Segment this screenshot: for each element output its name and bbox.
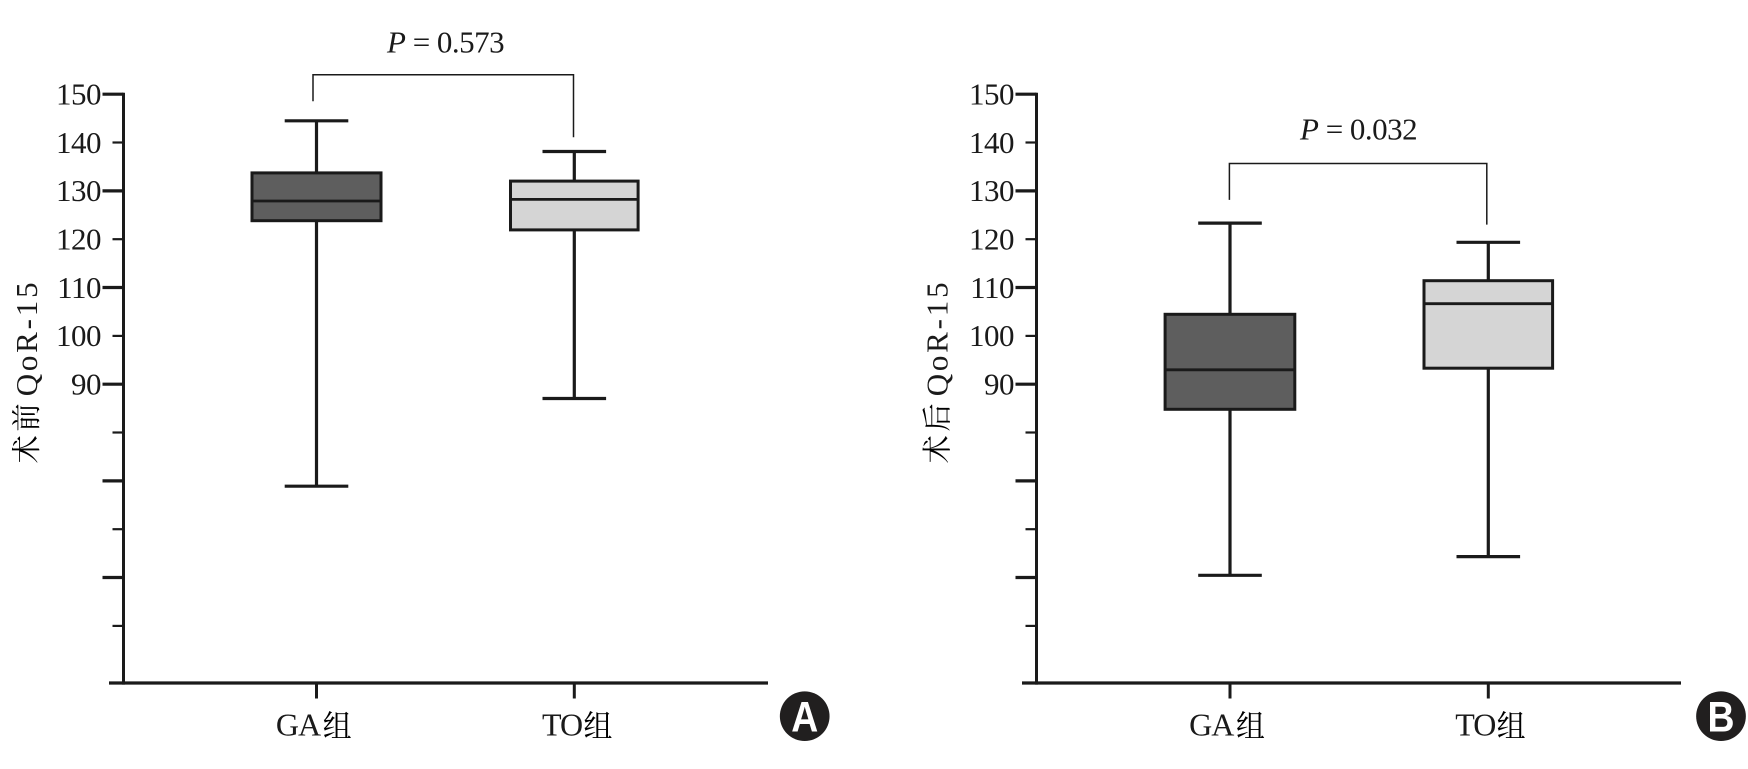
svg-text:B: B [1708,694,1735,742]
svg-text:QoR-15: QoR-15 [9,280,44,397]
svg-text:P = 0.573: P = 0.573 [386,25,504,60]
svg-text:GA: GA [1189,707,1234,743]
svg-text:QoR-15: QoR-15 [920,280,955,397]
svg-text:140: 140 [969,125,1014,160]
svg-text:150: 150 [56,77,101,112]
svg-text:100: 100 [56,318,101,353]
svg-text:120: 120 [56,222,101,257]
svg-text:A: A [791,694,818,742]
svg-text:110: 110 [57,270,101,305]
svg-text:100: 100 [969,318,1014,353]
svg-text:110: 110 [970,270,1014,305]
svg-text:90: 90 [71,367,101,402]
svg-text:140: 140 [56,125,101,160]
svg-text:TO: TO [1455,707,1495,743]
svg-text:150: 150 [969,77,1014,112]
svg-text:GA: GA [276,707,321,743]
svg-text:P = 0.032: P = 0.032 [1299,112,1417,147]
svg-text:130: 130 [969,173,1014,208]
svg-text:120: 120 [969,222,1014,257]
svg-text:90: 90 [984,367,1014,402]
svg-text:130: 130 [56,173,101,208]
svg-text:TO: TO [542,707,582,743]
